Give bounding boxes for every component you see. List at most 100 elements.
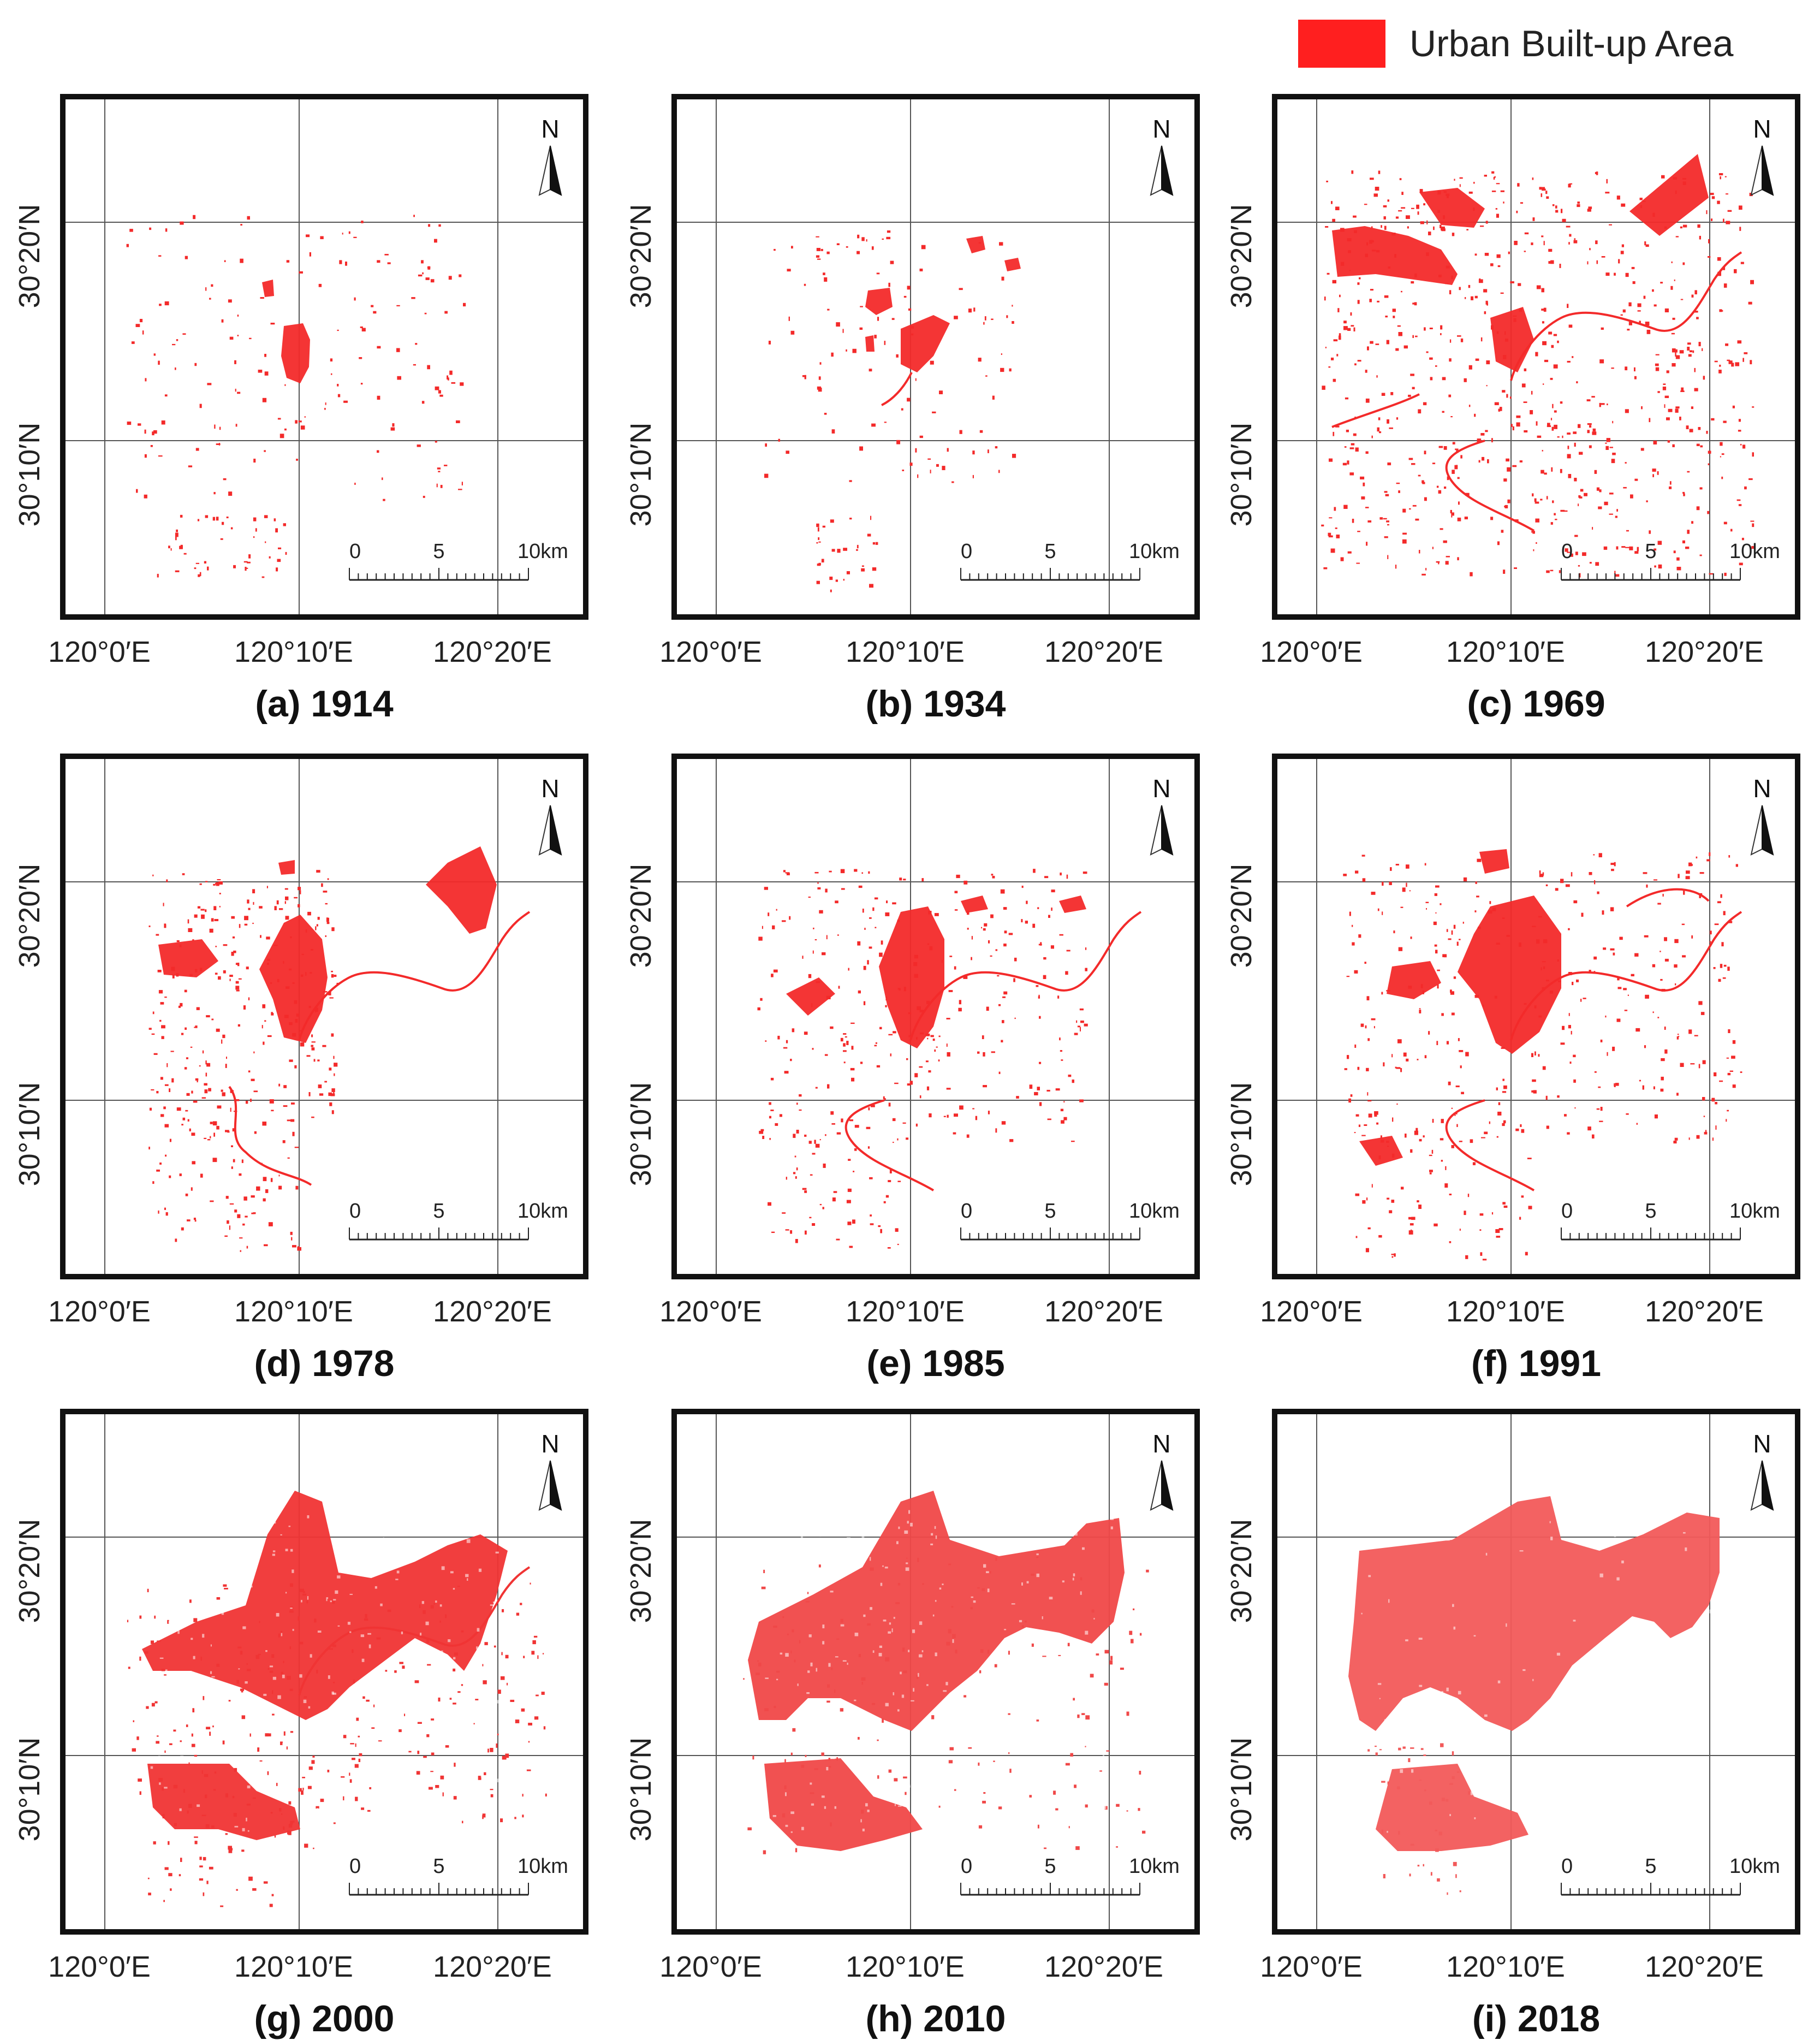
urban-texture-gap (840, 1574, 842, 1577)
urban-speck (1445, 561, 1449, 565)
urban-speck (1502, 355, 1507, 359)
urban-speck (1605, 1015, 1607, 1018)
urban-speck (390, 427, 395, 431)
urban-texture-gap (253, 1756, 257, 1758)
urban-texture-gap (1026, 1831, 1028, 1834)
urban-speck (1412, 335, 1414, 338)
scale-bar-label: 10km (1729, 1200, 1780, 1223)
urban-speck (821, 1752, 824, 1756)
urban-speck (1737, 340, 1742, 344)
urban-speck (445, 1614, 447, 1618)
urban-texture-gap (1074, 1532, 1078, 1536)
urban-texture-gap (265, 1650, 267, 1652)
urban-speck (1676, 1093, 1679, 1096)
urban-speck (1421, 480, 1424, 484)
urban-speck (1349, 472, 1354, 476)
urban-texture-gap (263, 1694, 267, 1696)
north-arrow-icon (1750, 1460, 1774, 1511)
urban-speck (805, 1601, 810, 1603)
urban-speck (228, 1846, 232, 1850)
urban-speck (1408, 458, 1413, 460)
urban-patch (142, 1491, 508, 1720)
urban-speck (794, 1155, 796, 1158)
urban-speck (1506, 935, 1510, 937)
urban-texture-gap (281, 1633, 283, 1636)
urban-speck (449, 1698, 452, 1700)
urban-speck (1001, 276, 1004, 281)
urban-speck (910, 326, 914, 329)
urban-speck (808, 974, 812, 979)
north-arrow-right-half (550, 1460, 562, 1511)
urban-speck (287, 1157, 290, 1159)
urban-speck (366, 1699, 370, 1702)
urban-speck (1074, 1784, 1076, 1788)
urban-speck (263, 1198, 266, 1202)
urban-speck (230, 1107, 231, 1112)
urban-texture-gap (828, 1663, 831, 1667)
urban-texture-gap (847, 1537, 850, 1541)
urban-speck (769, 1116, 771, 1119)
urban-speck (152, 874, 154, 876)
urban-speck (1444, 1183, 1448, 1188)
urban-speck (829, 870, 832, 873)
urban-speck (1611, 869, 1614, 871)
urban-speck (917, 474, 919, 478)
longitude-label: 120°20′E (1044, 1950, 1163, 1983)
map-canvas: N0 5 10km (677, 759, 1194, 1274)
urban-texture-gap (1062, 1580, 1064, 1582)
urban-speck (819, 1139, 821, 1141)
urban-speck (384, 254, 389, 256)
urban-speck (1687, 342, 1691, 345)
urban-speck (1699, 894, 1702, 898)
urban-speck (187, 1219, 191, 1221)
urban-speck (1383, 205, 1387, 207)
latitude-label: 30°10′N (1225, 1737, 1258, 1842)
urban-speck (1500, 190, 1504, 192)
urban-speck (236, 1889, 238, 1891)
urban-texture-gap (882, 1565, 884, 1567)
urban-speck (1546, 980, 1549, 982)
urban-speck (1451, 930, 1453, 935)
urban-speck (1528, 1206, 1532, 1209)
urban-speck (919, 268, 923, 271)
urban-speck (859, 327, 863, 330)
urban-speck (342, 233, 343, 235)
panel-caption: (h) 2010 (865, 1998, 1006, 2039)
urban-speck (537, 1655, 539, 1659)
urban-speck (939, 390, 943, 394)
urban-speck (958, 1007, 962, 1012)
urban-speck (1674, 279, 1675, 281)
urban-speck (211, 1825, 215, 1828)
urban-speck (893, 1031, 896, 1034)
urban-texture-gap (1685, 1547, 1687, 1551)
urban-speck (1053, 1790, 1056, 1795)
urban-texture-gap (234, 1825, 239, 1828)
urban-speck (1735, 864, 1738, 867)
urban-speck (1723, 964, 1727, 967)
urban-speck (435, 1785, 439, 1788)
urban-speck (982, 1035, 984, 1039)
urban-texture-gap (473, 1706, 476, 1707)
urban-speck (1496, 942, 1500, 945)
urban-speck (1583, 998, 1586, 999)
urban-texture-gap (1072, 1578, 1074, 1581)
latitude-label: 30°10′N (624, 1737, 657, 1842)
urban-texture-gap (1087, 1649, 1089, 1652)
urban-speck (1084, 1023, 1088, 1027)
urban-speck (1519, 942, 1521, 947)
urban-speck (1498, 1102, 1501, 1105)
urban-speck (1531, 1090, 1535, 1093)
urban-speck (1364, 1124, 1367, 1126)
urban-speck (1371, 226, 1373, 229)
urban-speck (850, 1022, 855, 1024)
urban-speck (966, 1134, 970, 1138)
urban-speck (235, 424, 237, 427)
urban-speck (869, 584, 873, 588)
urban-speck (349, 1779, 352, 1783)
urban-speck (1680, 1063, 1684, 1067)
urban-speck (179, 1874, 181, 1877)
urban-speck (1614, 571, 1616, 574)
urban-speck (1423, 1135, 1425, 1138)
urban-speck (849, 480, 852, 482)
urban-speck (215, 882, 218, 885)
